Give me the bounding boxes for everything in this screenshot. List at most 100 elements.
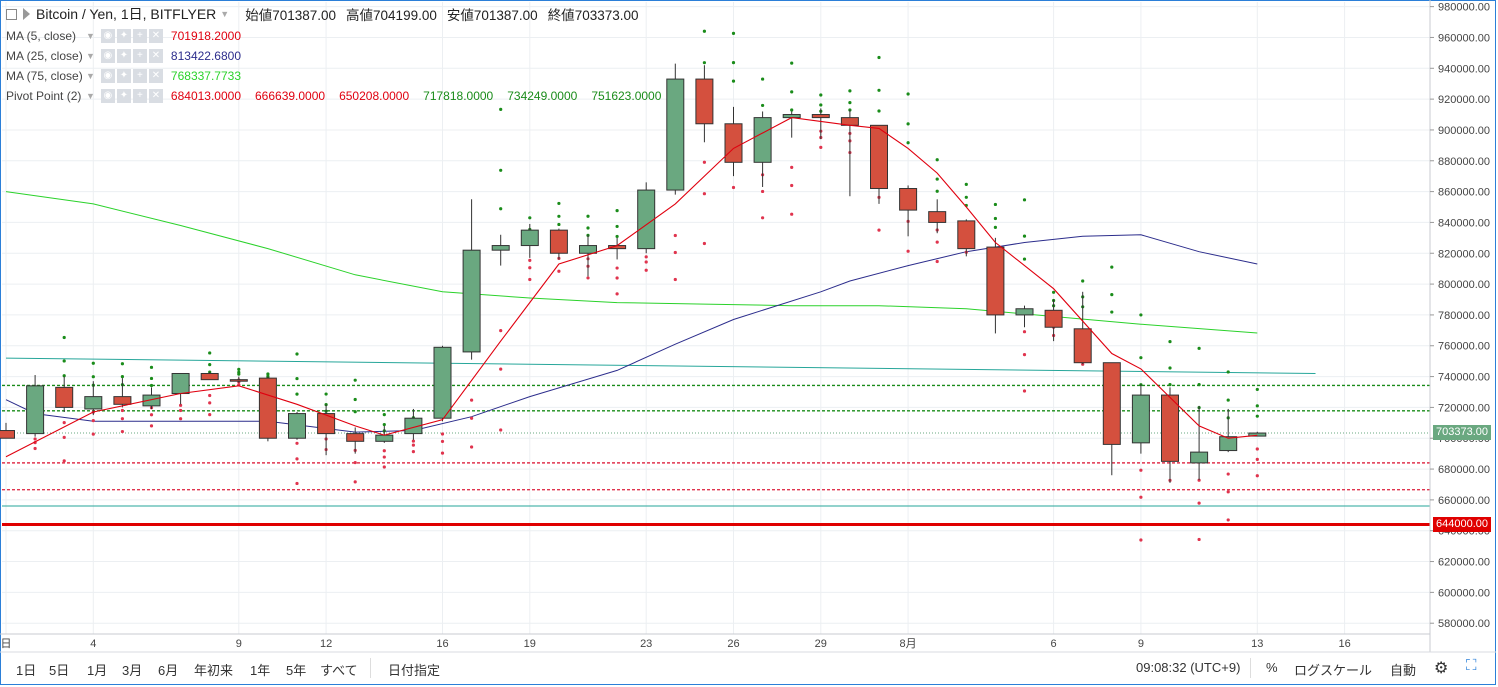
candle-body xyxy=(549,229,568,254)
ohlc-high: 高値704199.00 xyxy=(346,8,437,23)
pivot-dot-up xyxy=(295,352,299,356)
close-icon[interactable]: ✕ xyxy=(148,69,163,83)
indicator-name[interactable]: Pivot Point (2) xyxy=(6,89,82,103)
pivot-dot-down xyxy=(470,445,474,449)
candle-body xyxy=(346,433,365,442)
candle-body xyxy=(520,229,539,247)
pivot-dot-down xyxy=(1255,447,1259,451)
pivot-dot-up xyxy=(790,108,794,112)
range-button[interactable]: 3月 xyxy=(122,663,143,678)
pivot-dot-down xyxy=(91,432,95,436)
pivot-dot-down xyxy=(208,393,212,398)
range-button[interactable]: 1月 xyxy=(87,663,108,678)
chevron-down-icon[interactable]: ▼ xyxy=(86,91,95,101)
chevron-down-icon[interactable]: ▼ xyxy=(86,71,95,81)
pivot-dot-down xyxy=(295,481,299,486)
candle-body xyxy=(1131,394,1150,444)
plus-icon[interactable]: + xyxy=(132,49,147,63)
plus-icon[interactable]: + xyxy=(132,29,147,43)
percent-button[interactable]: % xyxy=(1266,660,1278,675)
pivot-dot-up xyxy=(790,61,794,65)
candle xyxy=(986,237,1005,334)
range-button[interactable]: 年初来 xyxy=(194,663,234,678)
range-button[interactable]: 5年 xyxy=(286,663,307,678)
indicator-name[interactable]: MA (5, close) xyxy=(6,29,77,43)
candle xyxy=(1102,362,1121,476)
symbol-title[interactable]: Bitcoin / Yen, 1日, BITFLYER xyxy=(36,6,217,22)
pivot-dot-up xyxy=(353,397,357,402)
pivot-dot-down xyxy=(673,233,677,238)
flag-icon[interactable] xyxy=(23,8,30,20)
candle-body xyxy=(1219,436,1238,452)
candle-body xyxy=(433,346,452,419)
plus-icon[interactable]: + xyxy=(132,69,147,83)
chevron-down-icon[interactable]: ▼ xyxy=(86,31,95,41)
pivot-dot-up xyxy=(964,195,968,199)
eye-icon[interactable]: ◉ xyxy=(100,89,115,103)
clock[interactable]: 09:08:32 (UTC+9) xyxy=(1136,660,1241,675)
indicator-name[interactable]: MA (75, close) xyxy=(6,69,83,83)
close-icon[interactable]: ✕ xyxy=(148,49,163,63)
settings-icon[interactable]: ✦ xyxy=(116,89,131,103)
pivot-dot-down xyxy=(673,277,677,282)
pivot-dot-down xyxy=(295,441,299,445)
chevron-down-icon[interactable]: ▼ xyxy=(220,9,230,19)
indicator-row[interactable]: MA (5, close) ▼ ◉ ✦ + ✕ 701918.2000 xyxy=(6,26,675,46)
candle-body xyxy=(462,249,481,353)
time-tick-label: 23 xyxy=(640,638,652,650)
pivot-dot-down xyxy=(411,439,415,443)
candle-body xyxy=(753,117,772,163)
price-tick-label: 720000.00 xyxy=(1438,402,1490,414)
pivot-dot-down xyxy=(382,455,386,459)
indicator-name[interactable]: MA (25, close) xyxy=(6,49,83,63)
pivot-dot-up xyxy=(1081,279,1085,283)
close-icon[interactable]: ✕ xyxy=(148,89,163,103)
range-button[interactable]: 6月 xyxy=(158,663,179,678)
chevron-down-icon[interactable]: ▼ xyxy=(86,51,95,61)
pivot-dot-up xyxy=(935,158,939,162)
range-button[interactable]: 1日 xyxy=(16,663,37,678)
collapse-toggle-icon[interactable] xyxy=(6,8,17,20)
pivot-dot-down xyxy=(702,160,707,164)
pivot-dot-down xyxy=(295,457,299,461)
pivot-dot-down xyxy=(528,277,532,282)
price-tick-label: 840000.00 xyxy=(1438,217,1490,229)
eye-icon[interactable]: ◉ xyxy=(100,49,115,63)
close-icon[interactable]: ✕ xyxy=(148,29,163,43)
settings-icon[interactable]: ✦ xyxy=(116,29,131,43)
eye-icon[interactable]: ◉ xyxy=(100,29,115,43)
pivot-dot-up xyxy=(557,222,561,227)
fullscreen-icon[interactable]: ⛶ xyxy=(1466,657,1477,674)
pivot-dot-down xyxy=(499,329,503,333)
indicator-buttons: ◉ ✦ + ✕ xyxy=(100,89,163,103)
indicator-row[interactable]: MA (75, close) ▼ ◉ ✦ + ✕ 768337.7733 xyxy=(6,66,675,86)
range-button[interactable]: すべて xyxy=(320,663,358,678)
settings-icon[interactable]: ✦ xyxy=(116,49,131,63)
plus-icon[interactable]: + xyxy=(132,89,147,103)
pivot-dot-down xyxy=(528,258,532,262)
pivot-dot-up xyxy=(702,61,707,65)
indicator-row[interactable]: Pivot Point (2) ▼ ◉ ✦ + ✕ 684013.0000 666639.00… xyxy=(6,86,675,106)
log-scale-button[interactable]: ログスケール xyxy=(1294,663,1373,678)
settings-icon[interactable]: ✦ xyxy=(116,69,131,83)
candle-body xyxy=(200,372,219,381)
pivot-dot-down xyxy=(790,165,794,169)
ma75-line xyxy=(5,191,1258,334)
pivot-dot-up xyxy=(615,234,619,239)
indicator-row[interactable]: MA (25, close) ▼ ◉ ✦ + ✕ 813422.6800 xyxy=(6,46,675,66)
auto-scale-button[interactable]: 自動 xyxy=(1390,663,1417,678)
candle xyxy=(520,223,539,258)
range-button[interactable]: 5日 xyxy=(49,663,70,678)
pivot-dot-up xyxy=(1255,404,1259,408)
price-tick-label: 740000.00 xyxy=(1438,372,1490,384)
candle-body xyxy=(695,78,714,125)
gear-icon[interactable]: ⚙ xyxy=(1434,660,1449,677)
goto-date-button[interactable]: 日付指定 xyxy=(388,663,441,678)
range-button[interactable]: 1年 xyxy=(250,663,271,678)
time-tick-label: 4 xyxy=(90,638,96,650)
candle xyxy=(957,219,976,257)
pivot-dot-up xyxy=(819,103,823,107)
candle-body xyxy=(899,188,918,211)
eye-icon[interactable]: ◉ xyxy=(100,69,115,83)
